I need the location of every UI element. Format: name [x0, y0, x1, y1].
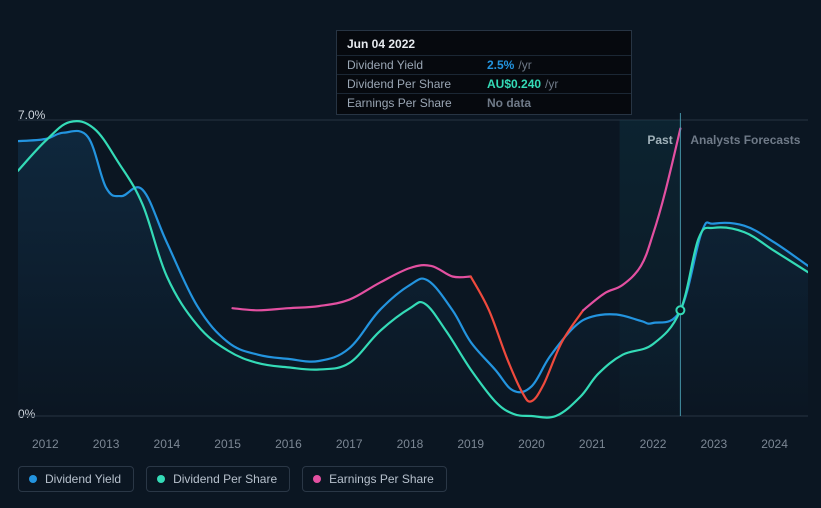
x-axis-tick-label: 2018 [385, 437, 435, 451]
tooltip-row: Dividend Yield2.5%/yr [337, 55, 631, 74]
legend-item-label: Dividend Yield [45, 472, 121, 486]
legend-dot-icon [29, 475, 37, 483]
legend-dot-icon [157, 475, 165, 483]
x-axis-tick-label: 2012 [20, 437, 70, 451]
x-axis-tick-label: 2016 [263, 437, 313, 451]
x-axis-tick-label: 2024 [750, 437, 800, 451]
tooltip-row-value: AU$0.240/yr [487, 77, 558, 91]
tooltip-row-label: Dividend Per Share [347, 77, 487, 91]
x-axis-tick-label: 2021 [567, 437, 617, 451]
hover-tooltip: Jun 04 2022 Dividend Yield2.5%/yrDividen… [336, 30, 632, 115]
tooltip-row-value: 2.5%/yr [487, 58, 532, 72]
x-axis-tick-label: 2023 [689, 437, 739, 451]
chart-svg [18, 113, 808, 423]
x-axis-tick-label: 2014 [142, 437, 192, 451]
tooltip-row-label: Dividend Yield [347, 58, 487, 72]
x-axis-tick-label: 2022 [628, 437, 678, 451]
x-axis-tick-label: 2020 [507, 437, 557, 451]
legend-dot-icon [313, 475, 321, 483]
tooltip-row-unit: /yr [545, 77, 558, 91]
chart-plot-area[interactable] [18, 113, 808, 423]
legend-item-label: Dividend Per Share [173, 472, 277, 486]
tooltip-row-value: No data [487, 96, 535, 110]
tooltip-row-unit: /yr [518, 58, 531, 72]
tooltip-row: Dividend Per ShareAU$0.240/yr [337, 74, 631, 93]
x-axis-tick-label: 2015 [203, 437, 253, 451]
x-axis-tick-label: 2013 [81, 437, 131, 451]
legend-item[interactable]: Dividend Per Share [146, 466, 290, 492]
tooltip-date: Jun 04 2022 [337, 35, 631, 55]
legend-item-label: Earnings Per Share [329, 472, 434, 486]
x-axis-tick-label: 2017 [324, 437, 374, 451]
x-axis-tick-label: 2019 [446, 437, 496, 451]
tooltip-row-label: Earnings Per Share [347, 96, 487, 110]
tooltip-row: Earnings Per ShareNo data [337, 93, 631, 112]
chart-legend: Dividend Yield Dividend Per Share Earnings… [18, 466, 447, 492]
legend-item[interactable]: Dividend Yield [18, 466, 134, 492]
legend-item[interactable]: Earnings Per Share [302, 466, 447, 492]
